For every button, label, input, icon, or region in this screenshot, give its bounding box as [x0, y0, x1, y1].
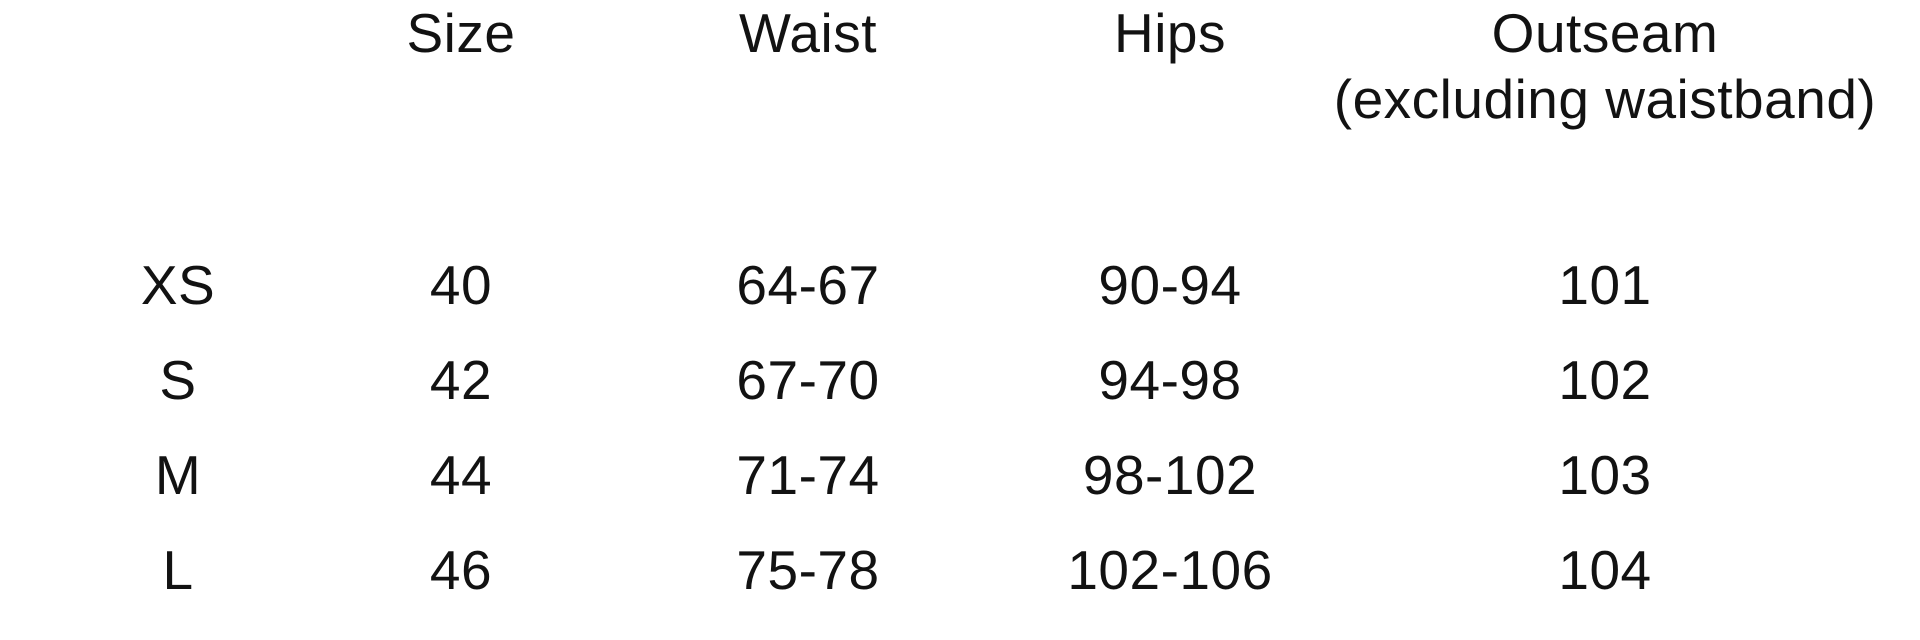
hips-value-cell: 98-102	[1082, 444, 1258, 506]
outseam-value-cell: 103	[1558, 444, 1652, 506]
outseam-value-cell: 104	[1558, 539, 1652, 601]
size-value-cell: 40	[429, 254, 493, 316]
outseam-value-cell: 102	[1558, 349, 1652, 411]
size-label-cell: L	[162, 539, 194, 601]
column-header-outseam: Outseam (excluding waistband)	[1290, 0, 1920, 238]
size-label-cell: M	[154, 444, 202, 506]
column-header-hips: Hips	[1113, 2, 1227, 64]
hips-value-cell: 94-98	[1098, 349, 1242, 411]
table-row-l: L 46 75-78 102-106 104	[0, 523, 1920, 618]
column-header-outseam-line2: (excluding waistband)	[1333, 68, 1877, 130]
hips-value-cell: 102-106	[1067, 539, 1273, 601]
table-row-s: S 42 67-70 94-98 102	[0, 333, 1920, 428]
table-row-xs: XS 40 64-67 90-94 101	[0, 238, 1920, 333]
size-value-cell: 44	[429, 444, 493, 506]
size-label-cell: S	[159, 349, 197, 411]
waist-value-cell: 64-67	[736, 254, 880, 316]
waist-value-cell: 67-70	[736, 349, 880, 411]
column-header-size: Size	[406, 2, 516, 64]
outseam-value-cell: 101	[1558, 254, 1652, 316]
hips-value-cell: 90-94	[1098, 254, 1242, 316]
table-row-m: M 44 71-74 98-102 103	[0, 428, 1920, 523]
column-header-waist: Waist	[739, 2, 877, 64]
table-header-row: Size Waist Hips Outseam (excluding waist…	[0, 0, 1920, 238]
size-value-cell: 42	[429, 349, 493, 411]
waist-value-cell: 71-74	[736, 444, 880, 506]
column-header-blank	[0, 0, 356, 238]
size-value-cell: 46	[429, 539, 493, 601]
waist-value-cell: 75-78	[736, 539, 880, 601]
size-label-cell: XS	[140, 254, 216, 316]
column-header-outseam-line1: Outseam	[1491, 2, 1719, 64]
size-chart-table: Size Waist Hips Outseam (excluding waist…	[0, 0, 1920, 618]
